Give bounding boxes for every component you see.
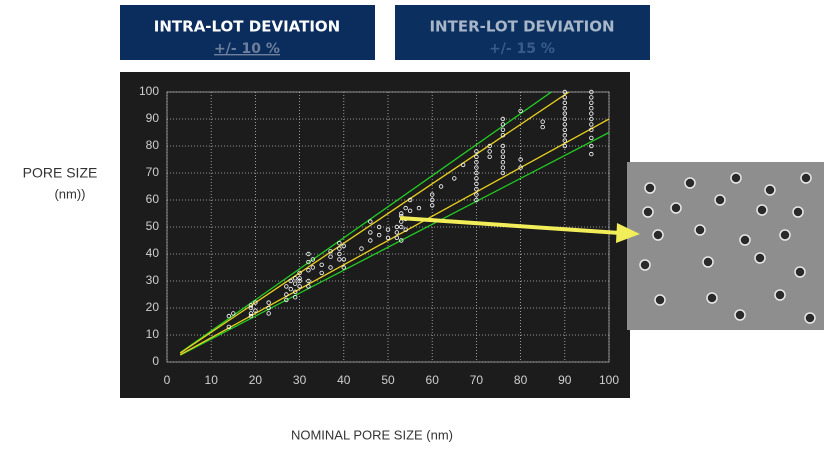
x-tick-label: 70 xyxy=(470,373,484,387)
y-axis-label: (nm)) xyxy=(54,186,85,201)
x-tick-label: 80 xyxy=(514,373,528,387)
y-tick-label: 10 xyxy=(146,327,160,341)
inter-value: +/- 15 % xyxy=(489,41,555,57)
y-axis-label: PORE SIZE xyxy=(23,165,98,181)
x-tick-label: 30 xyxy=(293,373,307,387)
intra-title: INTRA-LOT DEVIATION xyxy=(154,18,340,36)
y-tick-label: 60 xyxy=(146,192,160,206)
x-axis-label: NOMINAL PORE SIZE (nm) xyxy=(291,427,453,442)
x-tick-label: 40 xyxy=(337,373,351,387)
y-tick-label: 50 xyxy=(146,219,160,233)
chart: INTRA-LOT DEVIATION +/- 10 % INTER-LOT D… xyxy=(0,0,824,450)
x-tick-label: 0 xyxy=(164,373,171,387)
y-tick-label: 70 xyxy=(146,165,160,179)
x-tick-label: 10 xyxy=(205,373,219,387)
x-tick-label: 90 xyxy=(558,373,572,387)
y-tick-label: 100 xyxy=(139,84,159,98)
chart-panel xyxy=(120,72,630,398)
x-tick-label: 60 xyxy=(426,373,440,387)
y-tick-label: 30 xyxy=(146,273,160,287)
x-tick-label: 20 xyxy=(249,373,263,387)
y-tick-label: 90 xyxy=(146,111,160,125)
inter-title: INTER-LOT DEVIATION xyxy=(429,18,614,36)
sem-image xyxy=(627,162,824,330)
y-tick-label: 40 xyxy=(146,246,160,260)
y-tick-label: 0 xyxy=(152,354,159,368)
y-tick-label: 80 xyxy=(146,138,160,152)
intra-value: +/- 10 % xyxy=(214,41,280,57)
x-tick-label: 100 xyxy=(599,373,619,387)
x-tick-label: 50 xyxy=(381,373,395,387)
page: INTRA-LOT DEVIATION +/- 10 % INTER-LOT D… xyxy=(0,0,824,450)
y-tick-label: 20 xyxy=(146,300,160,314)
